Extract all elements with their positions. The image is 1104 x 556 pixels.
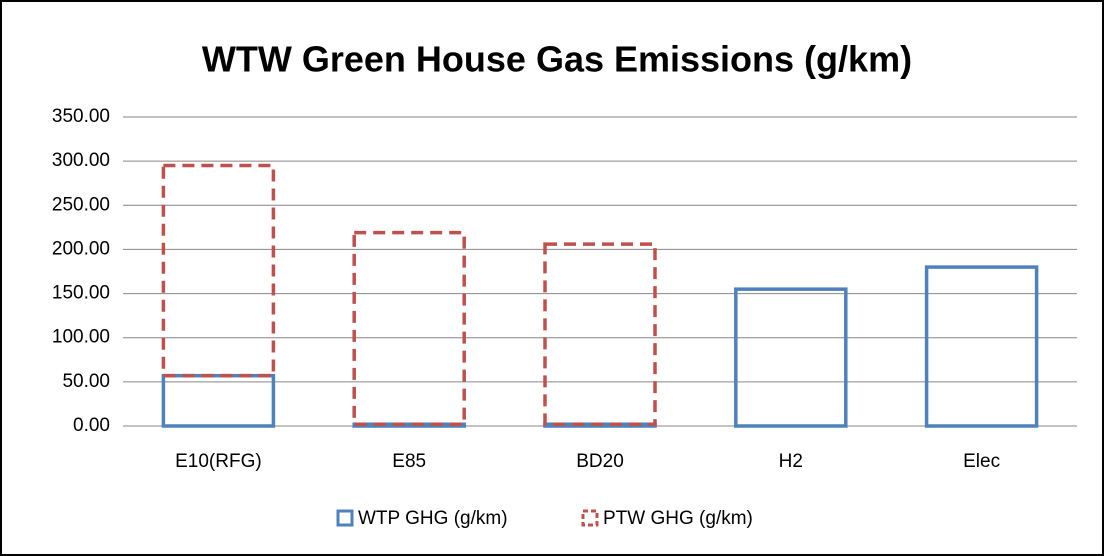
- y-tick-label: 300.00: [52, 150, 110, 171]
- bar-segment: [734, 287, 848, 428]
- y-tick-label: 50.00: [62, 371, 110, 392]
- chart-title: WTW Green House Gas Emissions (g/km): [202, 39, 912, 80]
- bar-segment: [924, 265, 1039, 428]
- x-tick-label: H2: [779, 451, 803, 472]
- legend-label: WTP GHG (g/km): [358, 508, 508, 529]
- bar-segment: [161, 373, 276, 428]
- x-tick-label: BD20: [576, 451, 624, 472]
- y-tick-label: 100.00: [52, 327, 110, 348]
- x-tick-label: E85: [392, 451, 426, 472]
- bar-segment: [543, 242, 657, 426]
- bar-segment: [352, 422, 466, 428]
- y-tick-label: 350.00: [52, 106, 110, 127]
- legend-swatch: [336, 509, 354, 527]
- legend-swatch: [581, 509, 599, 527]
- bar-segment: [161, 163, 276, 378]
- y-tick-label: 200.00: [52, 238, 110, 259]
- y-tick-label: 150.00: [52, 283, 110, 304]
- y-tick-label: 250.00: [52, 194, 110, 215]
- y-tick-label: 0.00: [73, 415, 110, 436]
- x-tick-label: E10(RFG): [175, 451, 262, 472]
- legend-label: PTW GHG (g/km): [603, 508, 753, 529]
- x-tick-label: Elec: [963, 451, 1000, 472]
